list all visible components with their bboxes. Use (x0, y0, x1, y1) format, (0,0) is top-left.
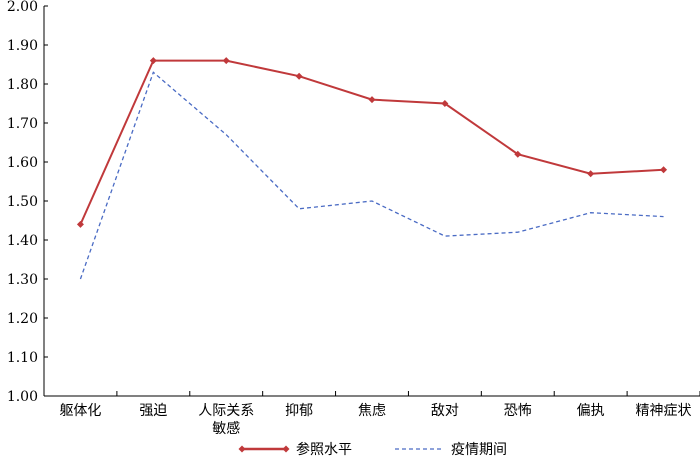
y-tick-label: 1.90 (7, 38, 38, 54)
data-point (660, 166, 668, 174)
y-tick-label: 2.00 (7, 0, 38, 15)
series-layer (76, 57, 668, 280)
y-tick-label: 1.40 (7, 233, 38, 249)
legend-label: 疫情期间 (451, 442, 507, 458)
y-tick-label: 1.10 (7, 350, 38, 366)
data-point (149, 57, 157, 65)
data-point (295, 72, 303, 80)
y-tick-label: 1.80 (7, 77, 38, 93)
legend-item-1: 参照水平 (238, 441, 352, 458)
data-point (587, 170, 595, 178)
x-category-label: 偏执 (577, 403, 605, 419)
y-tick-label: 1.20 (7, 311, 38, 327)
legend: 参照水平 疫情期间 (238, 441, 507, 458)
y-tick-label: 1.00 (7, 389, 38, 405)
legend-item-2: 疫情期间 (395, 442, 507, 458)
x-category-label: 焦虑 (358, 403, 386, 419)
series-1 (76, 57, 668, 228)
x-category-label: 抑郁 (285, 403, 313, 419)
data-point (514, 150, 522, 158)
legend-label: 参照水平 (296, 441, 352, 458)
x-category-label: 恐怖 (504, 402, 532, 419)
x-category-label: 精神症状 (636, 403, 692, 419)
legend-marker (238, 445, 246, 453)
y-tick-label: 1.30 (7, 272, 38, 288)
x-category-label: 强迫 (139, 403, 167, 419)
legend-marker (282, 445, 290, 453)
series-2 (79, 71, 664, 280)
x-category-label: 敌对 (431, 403, 459, 419)
data-point (441, 100, 449, 107)
x-category-label: 躯体化 (59, 403, 101, 419)
x-category-label: 人际关系 (198, 403, 254, 419)
data-point (76, 220, 84, 228)
x-category-label: 敏感 (212, 420, 240, 437)
y-tick-label: 1.60 (7, 155, 38, 171)
data-point (368, 96, 376, 104)
series-line (79, 71, 664, 280)
y-tick-label: 1.70 (7, 116, 38, 132)
y-axis-ticks: 1.00 1.10 1.20 1.30 1.40 1.50 1.60 1.70 1.80 1.90… (7, 0, 48, 405)
data-point (222, 57, 230, 65)
y-tick-label: 1.50 (7, 194, 38, 210)
